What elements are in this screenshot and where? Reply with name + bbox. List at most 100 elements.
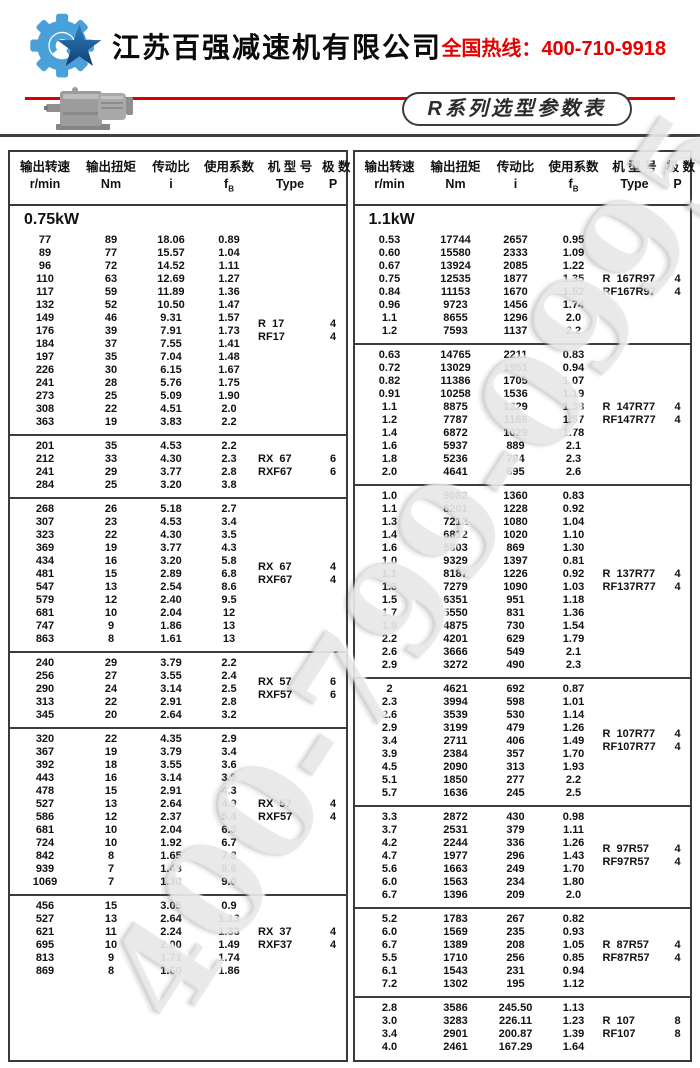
company-name: 江苏百强减速机有限公司	[112, 32, 443, 63]
table-section: 201 35 4.53 2.2 212 33 4.30 2.3 241 29 3.77 2.8 284 2…	[10, 433, 346, 497]
cell-service-factor: 0.92	[562, 502, 585, 515]
model-type: RX 57	[258, 797, 292, 810]
model-type: R 137R77	[602, 567, 656, 580]
cell-service-factor: 5.4	[221, 810, 237, 823]
cell-service-factor: 1.26	[562, 721, 585, 734]
table-section: 240 29 3.79 2.2 256 27 3.55 2.4 290 24 3.14 2.5 313 2…	[10, 650, 346, 727]
table-section: 77 89 18.06 0.89 89 77 15.57 1.04 96 72 14.52 1.11 1…	[10, 230, 346, 434]
section-rows: 77 89 18.06 0.89 89 77 15.57 1.04 96 72 14.52 1.11 1…	[10, 234, 258, 429]
section-inner: 0.53 17744 2657 0.95 0.60 15580 2333 1.09 0.67 13…	[355, 234, 691, 338]
cell-ratio: 784	[506, 452, 525, 465]
cell-output-speed: 290	[35, 682, 55, 695]
cell-output-torque: 2244	[443, 836, 468, 849]
cell-ratio: 3.05	[160, 899, 182, 912]
cell-ratio: 3.14	[160, 682, 182, 695]
cell-ratio: 2.24	[160, 925, 182, 938]
cell-service-factor: 3.9	[221, 771, 237, 784]
cell-service-factor: 6.8	[221, 567, 237, 580]
cell-output-torque: 9082	[443, 489, 468, 502]
cell-ratio: 1.86	[160, 619, 182, 632]
cell-service-factor: 1.54	[562, 619, 585, 632]
cell-ratio: 1029	[503, 426, 528, 439]
column-header-en-2: i	[169, 177, 173, 191]
cell-output-torque: 13924	[440, 259, 471, 272]
cell-ratio: 2.64	[160, 708, 182, 721]
red-divider-line	[25, 97, 675, 100]
model-type: RX 67	[258, 561, 292, 573]
cell-output-torque: 5550	[443, 606, 468, 619]
pole-count: 4	[674, 741, 681, 753]
cell-ratio: 1020	[503, 528, 528, 541]
cell-output-speed: 256	[35, 669, 55, 682]
type-line: RX 67 6	[258, 453, 344, 466]
cell-output-speed: 4.7	[381, 849, 398, 862]
column-header-en-2: i	[513, 177, 518, 191]
cell-service-factor: 0.9	[221, 899, 237, 912]
cell-output-torque: 2384	[443, 747, 468, 760]
section-rows: 201 35 4.53 2.2 212 33 4.30 2.3 241 29 3.77 2.8 284 2…	[10, 440, 258, 492]
cell-service-factor: 1.36	[218, 285, 240, 298]
cell-output-torque: 5236	[443, 452, 468, 465]
power-rating-title: 0.75kW	[24, 210, 80, 228]
table-section: 320 22 4.35 2.9 367 19 3.79 3.4 392 18 3.55 3.6 443 1…	[10, 726, 346, 894]
pole-count: 4	[674, 843, 681, 855]
column-header-en-0: r/min	[29, 177, 61, 191]
cell-ratio: 235	[506, 925, 525, 938]
cell-output-speed: 1.2	[381, 324, 398, 337]
type-pole-block: R 147R77 4 RF147R77 4	[603, 401, 689, 427]
cell-ratio: 3.79	[160, 656, 182, 669]
cell-output-speed: 2.6	[381, 645, 398, 658]
cell-service-factor: 3.2	[221, 708, 237, 721]
dark-divider-line	[0, 134, 700, 137]
model-type: RF97R57	[602, 856, 650, 868]
pole-count: 4	[329, 561, 337, 573]
cell-service-factor: 0.89	[218, 233, 240, 246]
cell-service-factor: 1.93	[562, 760, 585, 773]
hotline-label: 全国热线：	[441, 38, 542, 60]
table-1-1kw: 输出转速 输出扭矩 传动比 使用系数机 型 号极 数 r/min Nm i fB Type P 1…	[352, 150, 695, 1062]
cell-output-speed: 0.53	[378, 233, 401, 246]
cell-output-speed: 2.3	[381, 695, 398, 708]
cell-service-factor: 2.2	[565, 773, 582, 786]
column-header-cn-0: 输出转速	[364, 160, 415, 174]
cell-output-torque: 16	[104, 554, 118, 567]
cell-output-torque: 2872	[443, 810, 468, 823]
cell-ratio: 598	[506, 695, 525, 708]
column-header-en-4: Type	[275, 177, 305, 191]
column-header-en-0: r/min	[374, 177, 405, 191]
model-type: R 17	[258, 318, 285, 330]
cell-service-factor: 1.70	[562, 862, 585, 875]
cell-service-factor: 1.90	[218, 389, 240, 402]
model-type: RF87R57	[602, 951, 650, 964]
cell-output-speed: 869	[35, 964, 55, 977]
cell-ratio: 1296	[503, 311, 528, 324]
column-header-en-1: Nm	[100, 177, 122, 191]
section-inner: 268 26 5.18 2.7 307 23 4.53 3.4 323 22 4.30 3.5 369 1…	[10, 503, 346, 646]
cell-output-torque: 1302	[443, 977, 468, 990]
table-0-75kw: 输出转速 输出扭矩 传动比 使用系数机 型 号极 数 r/min Nm i fB Type P 0…	[8, 150, 350, 1062]
cell-service-factor: 1.47	[218, 298, 240, 311]
cell-service-factor: 2.0	[565, 311, 582, 324]
column-header-cn-5: 极 数	[666, 160, 695, 174]
table-section: 456 15 3.05 0.9 527 13 2.64 1.13 621 11 2.24 1.33 69…	[10, 893, 346, 1061]
cell-service-factor: 1.13	[218, 912, 240, 925]
cell-output-torque: 1850	[443, 773, 468, 786]
cell-ratio: 1090	[503, 580, 528, 593]
cell-service-factor: 1.57	[218, 311, 240, 324]
cell-service-factor: 1.12	[562, 977, 585, 990]
cell-ratio: 256	[506, 951, 525, 964]
table-body: 0.75kW 77 89 18.06 0.89 89 77 15.57 1.04 96 72 14.5…	[10, 206, 346, 1061]
cell-ratio: 10.50	[157, 298, 185, 311]
type-line: RXF67 4	[258, 574, 344, 587]
cell-service-factor: 3.5	[221, 528, 237, 541]
cell-output-speed: 320	[35, 732, 55, 745]
cell-service-factor: 1.75	[218, 376, 240, 389]
cell-service-factor: 2.8	[221, 695, 237, 708]
cell-ratio: 490	[506, 658, 525, 671]
cell-service-factor: 1.13	[562, 1001, 585, 1014]
cell-output-speed: 392	[35, 758, 55, 771]
cell-service-factor: 2.4	[221, 669, 237, 682]
cell-output-speed: 0.75	[378, 272, 401, 285]
type-pole-block: R 97R57 4 RF97R57 4	[603, 843, 689, 869]
cell-service-factor: 1.11	[218, 259, 240, 272]
